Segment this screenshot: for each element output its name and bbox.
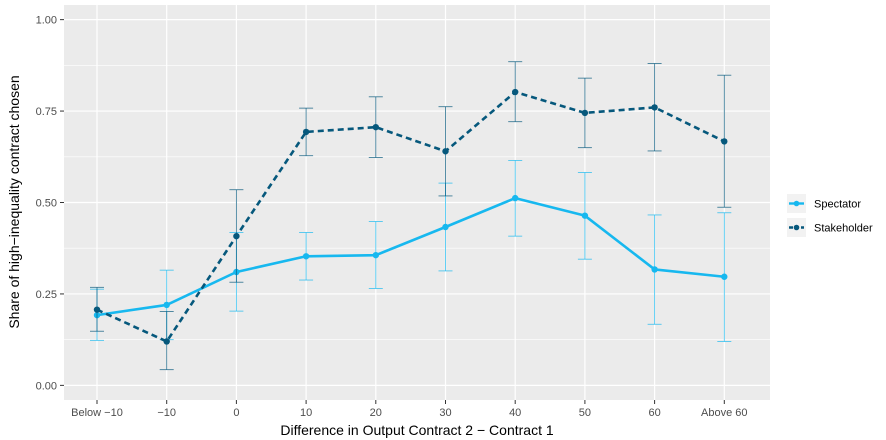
legend-item-stakeholder: Stakeholder xyxy=(787,218,873,237)
data-point xyxy=(233,232,240,240)
y-axis: 0.00 0.25 0.50 0.75 1.00 xyxy=(36,15,64,392)
series-line xyxy=(96,90,725,343)
legend-key-point xyxy=(793,224,800,231)
data-point xyxy=(721,138,728,145)
data-point xyxy=(372,123,379,131)
y-tick-label: 0.50 xyxy=(36,198,57,210)
legend-label: Spectator xyxy=(814,199,861,211)
x-tick-label: 50 xyxy=(579,407,591,419)
series-stakeholder xyxy=(90,61,732,371)
data-point xyxy=(512,88,519,96)
x-tick-label: 20 xyxy=(370,407,382,419)
x-axis: Below −10 −10 0 10 20 30 40 50 60 Above 60 xyxy=(71,400,748,419)
data-point xyxy=(442,148,449,155)
y-axis-title: Share of high−inequality contract chosen xyxy=(6,75,22,328)
legend-item-spectator: Spectator xyxy=(787,194,861,213)
x-tick-label: 10 xyxy=(300,407,312,419)
data-point xyxy=(651,104,658,111)
legend-label: Stakeholder xyxy=(814,223,873,235)
data-point xyxy=(163,301,170,309)
data-point xyxy=(372,251,379,259)
data-point xyxy=(721,273,728,280)
data-point xyxy=(651,266,658,273)
x-tick-label: Below −10 xyxy=(71,407,123,419)
data-point xyxy=(93,306,101,313)
x-tick-label: Above 60 xyxy=(701,407,747,419)
legend-key-point xyxy=(793,200,800,207)
data-point xyxy=(302,253,310,260)
data-point xyxy=(581,212,589,219)
data-point xyxy=(581,109,589,117)
x-tick-label: 40 xyxy=(509,407,521,419)
y-tick-label: 1.00 xyxy=(36,15,57,27)
x-tick-label: 60 xyxy=(648,407,660,419)
data-point xyxy=(442,223,449,231)
data-point xyxy=(302,128,310,136)
x-axis-title: Difference in Output Contract 2 − Contra… xyxy=(280,422,553,438)
data-point xyxy=(163,338,170,345)
y-tick-label: 0.75 xyxy=(36,106,57,118)
y-tick-label: 0.25 xyxy=(36,289,57,301)
x-tick-label: −10 xyxy=(157,407,176,419)
x-tick-label: 30 xyxy=(439,407,451,419)
y-tick-label: 0.00 xyxy=(36,380,57,392)
series-layer xyxy=(90,61,732,371)
data-point xyxy=(512,194,519,202)
x-tick-label: 0 xyxy=(233,407,239,419)
legend: Spectator Stakeholder xyxy=(787,194,873,237)
